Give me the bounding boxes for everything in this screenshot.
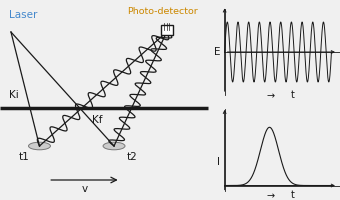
Text: Photo-detector: Photo-detector [127,7,198,16]
Text: E: E [214,47,220,57]
Ellipse shape [103,142,125,150]
Text: Ki: Ki [9,90,18,100]
Text: v: v [81,184,87,194]
Text: Kf: Kf [92,115,103,125]
Text: $\rightarrow$: $\rightarrow$ [265,90,277,100]
Text: t: t [291,190,295,200]
Text: t2: t2 [126,152,137,162]
Text: Laser: Laser [9,10,37,20]
Text: I: I [217,157,220,167]
Text: $\rightarrow$: $\rightarrow$ [265,190,277,200]
Ellipse shape [29,142,50,150]
Text: t1: t1 [19,152,30,162]
Text: t: t [291,90,295,100]
Bar [160,25,173,35]
